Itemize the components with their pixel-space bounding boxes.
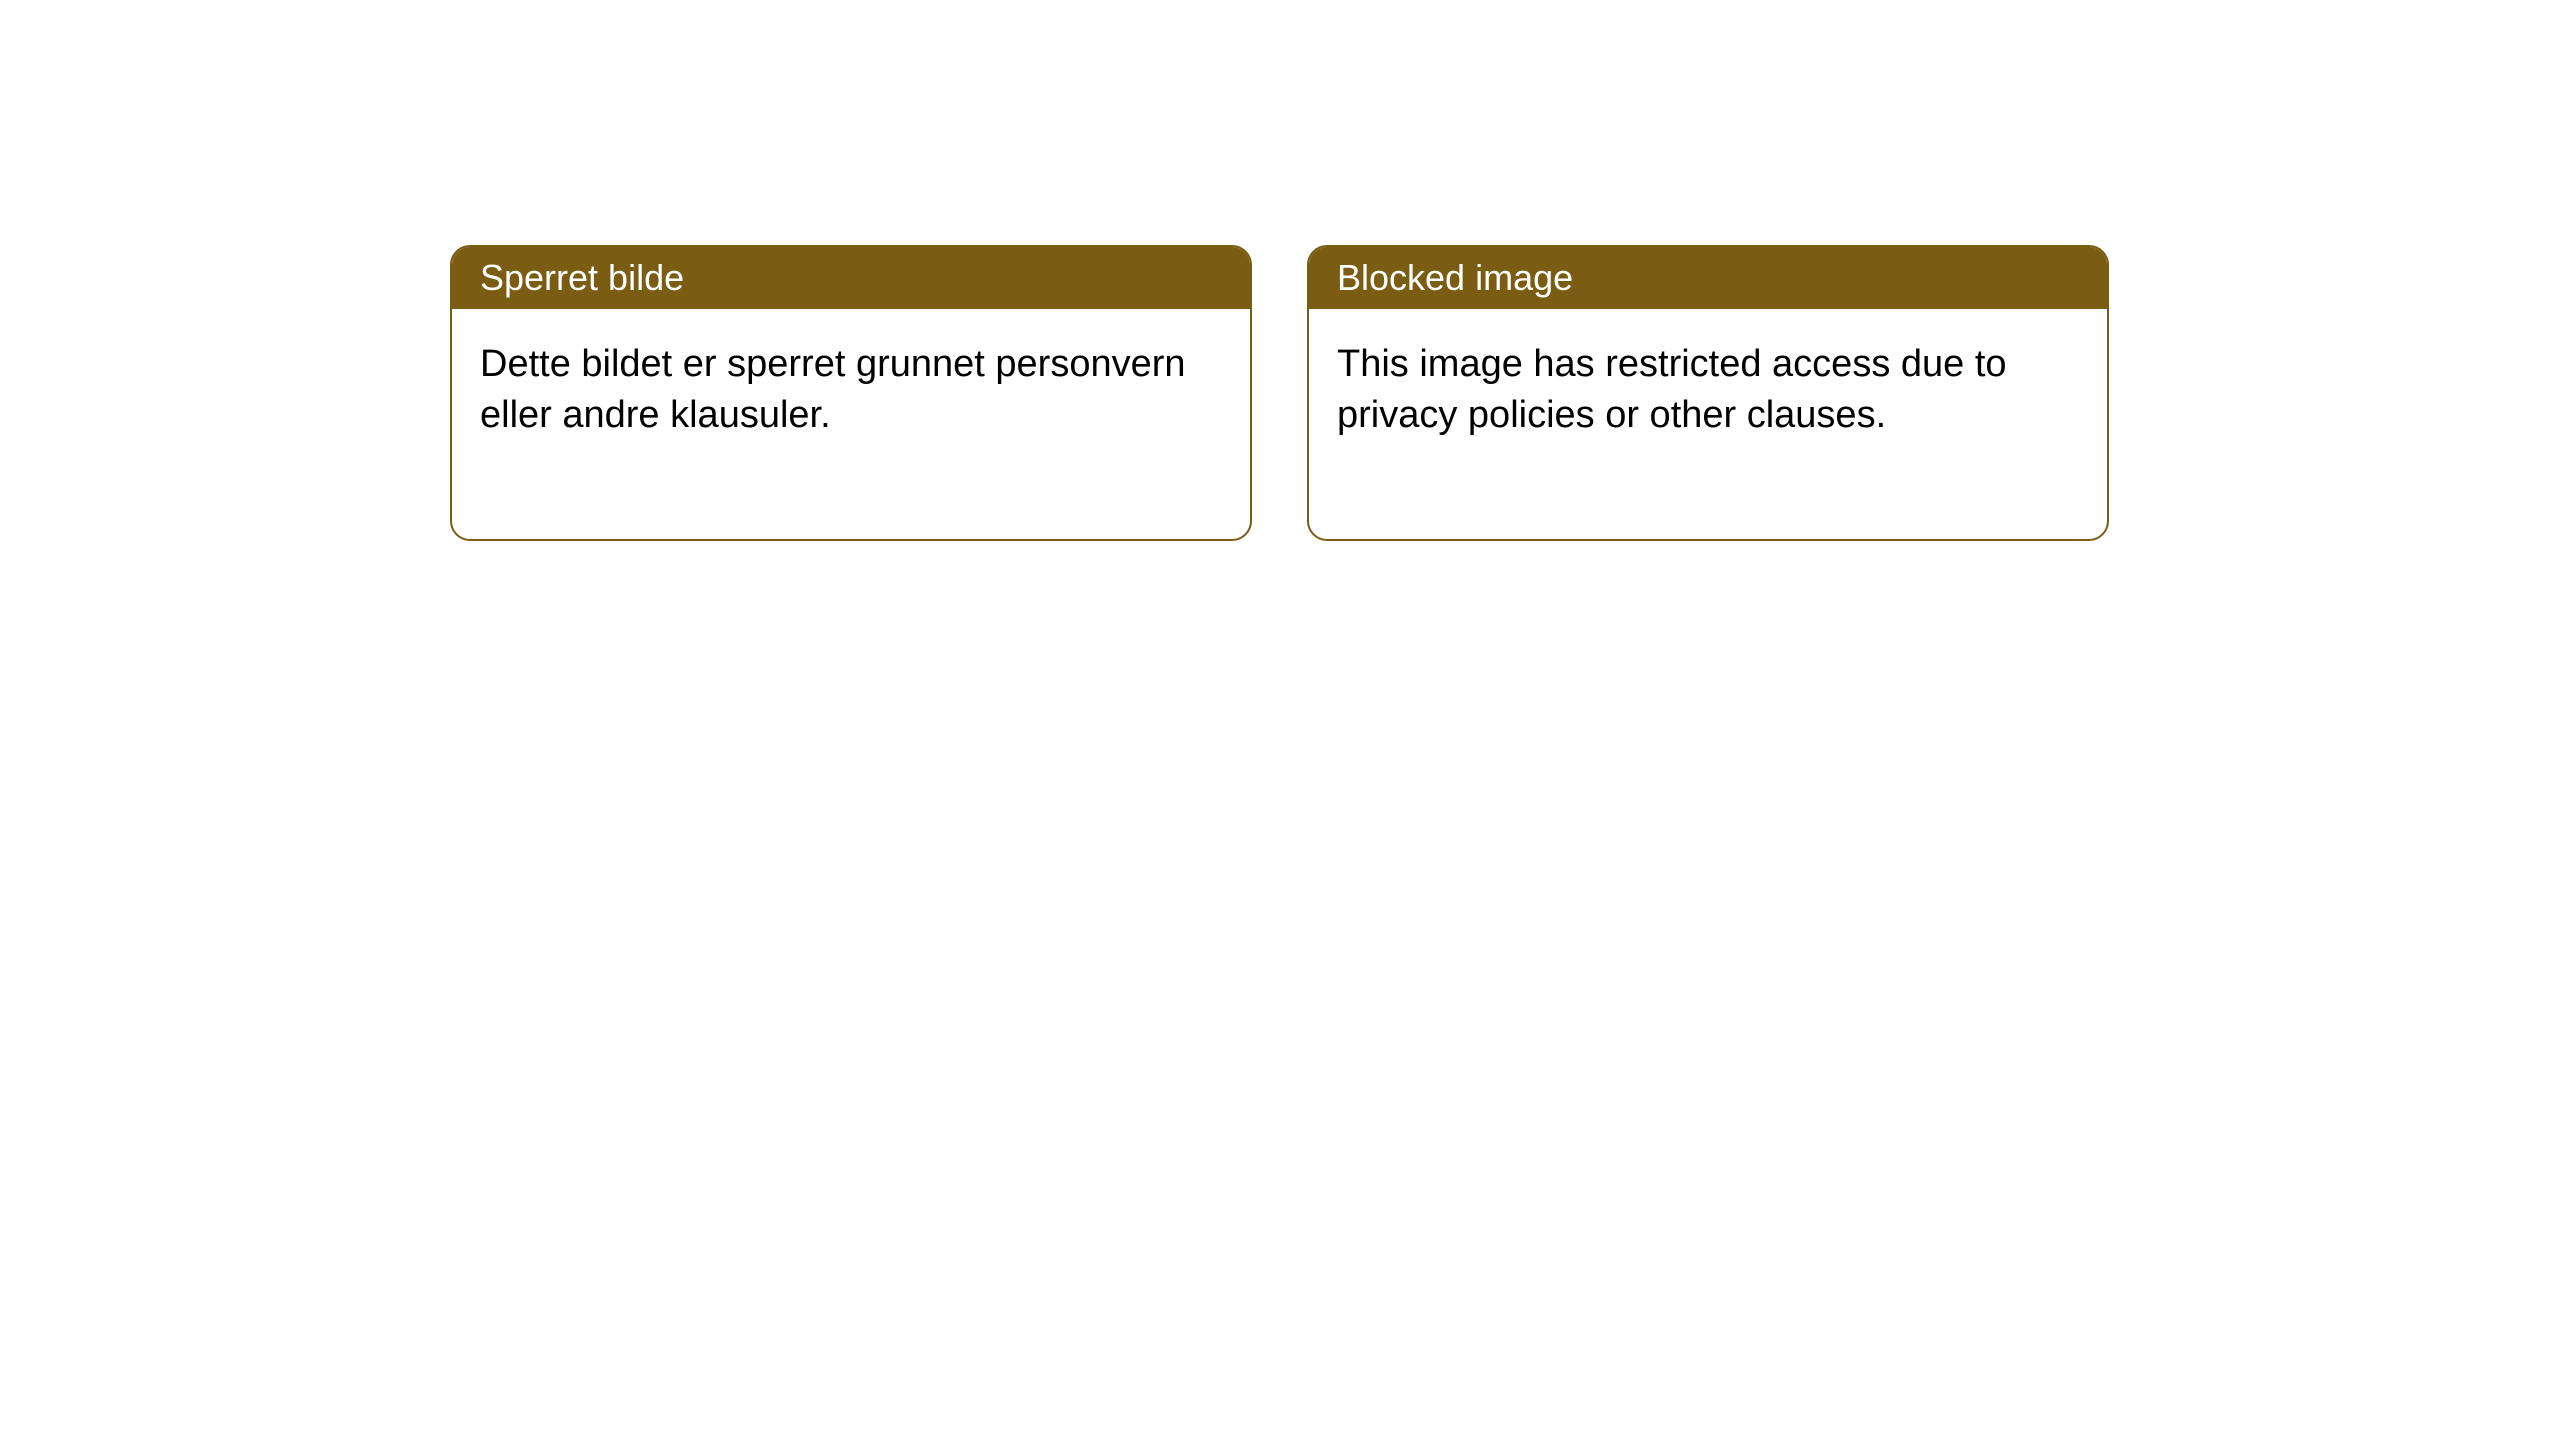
notice-text-no: Dette bildet er sperret grunnet personve…: [480, 343, 1186, 436]
notice-card-no: Sperret bilde Dette bildet er sperret gr…: [450, 245, 1252, 541]
notice-container: Sperret bilde Dette bildet er sperret gr…: [450, 245, 2109, 541]
notice-card-en: Blocked image This image has restricted …: [1307, 245, 2109, 541]
notice-body-en: This image has restricted access due to …: [1309, 309, 2107, 539]
notice-text-en: This image has restricted access due to …: [1337, 343, 2007, 436]
notice-title-en: Blocked image: [1337, 257, 1573, 298]
notice-body-no: Dette bildet er sperret grunnet personve…: [452, 309, 1250, 539]
notice-header-no: Sperret bilde: [452, 247, 1250, 309]
notice-title-no: Sperret bilde: [480, 257, 684, 298]
notice-header-en: Blocked image: [1309, 247, 2107, 309]
